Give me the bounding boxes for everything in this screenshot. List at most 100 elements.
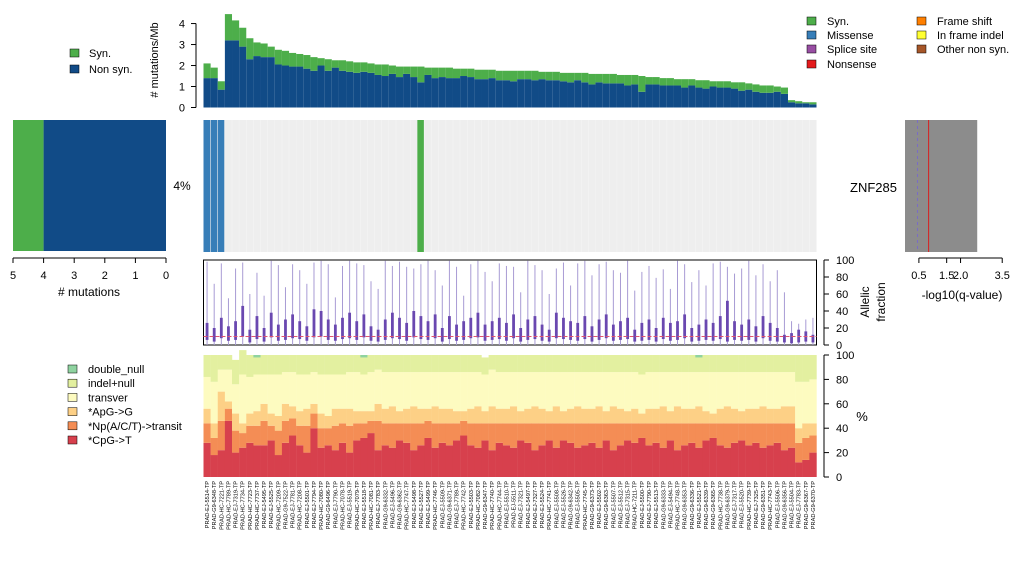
nonsyn-bar [595, 82, 603, 108]
allelic-box [783, 334, 786, 343]
cpg-t-segment [246, 442, 254, 477]
transver-segment [388, 372, 397, 407]
transver-segment [239, 374, 247, 424]
transver-segment [232, 384, 240, 414]
leftbar-tick-label: 0 [163, 270, 169, 282]
indel-null-segment [460, 355, 468, 373]
np-transit-segment [631, 423, 639, 443]
nonsyn-bar [545, 80, 553, 108]
syn-bar [738, 82, 746, 91]
np-transit-segment [417, 423, 425, 446]
np-transit-segment [602, 423, 610, 441]
sample-label: PRAD-EJ-5507-TP [611, 481, 617, 529]
cpg-t-segment [381, 445, 390, 477]
syn-bar [267, 46, 275, 58]
indel-null-segment [274, 355, 283, 375]
np-transit-segment [510, 423, 518, 448]
indel-null-segment [346, 355, 354, 373]
apg-g-segment [538, 408, 546, 424]
np-transit-segment [374, 420, 382, 451]
transver-segment [659, 372, 668, 407]
nonsyn-bar [616, 83, 625, 108]
nonsyn-bar [588, 84, 596, 108]
nonsyn-bar [802, 103, 810, 108]
leftbar-tick-label: 2 [102, 270, 108, 282]
allelic-box [633, 329, 637, 342]
transver-segment [338, 374, 347, 409]
np-transit-segment [274, 430, 283, 456]
apg-g-segment [338, 408, 347, 424]
apg-g-segment [467, 408, 475, 424]
cpg-t-segment [224, 420, 233, 477]
cpg-t-segment [353, 440, 361, 477]
cpg-t-segment [274, 455, 283, 477]
np-transit-segment [317, 428, 325, 448]
cpg-t-segment [609, 450, 618, 477]
indel-null-segment [659, 355, 668, 373]
indel-null-segment [752, 355, 760, 373]
cpg-t-segment [495, 442, 504, 477]
syn-bar [360, 62, 368, 72]
cpg-t-segment [688, 442, 696, 477]
cpg-t-segment [773, 442, 782, 477]
syn-bar [445, 67, 453, 79]
nonsyn-bar [502, 80, 510, 108]
allelic-box [212, 328, 216, 342]
transver-segment [445, 372, 454, 409]
syn-bar [474, 69, 482, 80]
np-transit-segment [624, 423, 632, 441]
transver-segment [595, 372, 603, 407]
cpg-t-segment [716, 445, 725, 477]
cpg-t-segment [738, 440, 746, 477]
syn-bar [795, 101, 803, 104]
apg-g-segment [517, 411, 525, 424]
np-transit-segment [203, 423, 211, 443]
cpg-t-segment [545, 440, 553, 477]
sample-label: PRAD-EJ-5500-TP [640, 481, 646, 529]
allelic-box [312, 309, 316, 338]
mutation-rate-barplot: 0 1 2 3 4 # mutations/Mb [149, 14, 817, 115]
nonsyn-bar [609, 83, 617, 108]
transver-segment [538, 372, 546, 409]
apg-g-segment [289, 406, 297, 419]
apg-g-segment [324, 416, 333, 429]
allelic-box [319, 311, 323, 337]
nonsyn-bar [210, 78, 218, 108]
cpg-t-segment [624, 440, 632, 477]
indel-null-segment [552, 355, 561, 373]
nonsyn-bar [738, 90, 746, 108]
transver-segment [766, 372, 774, 409]
syn-bar [745, 83, 753, 90]
indel-null-segment [745, 355, 753, 373]
transver-segment [780, 372, 789, 407]
sample-label: PRAD-HC-7737-TP [255, 481, 261, 530]
np-transit-segment [609, 423, 618, 451]
indel-null-segment [431, 355, 439, 373]
apg-g-segment [616, 408, 625, 424]
spectrum-legend-swatch [67, 393, 78, 402]
cpg-t-segment [695, 447, 703, 477]
allelic-box [704, 319, 708, 340]
syn-bar [403, 66, 411, 74]
spectrum-legend-swatch [67, 364, 78, 374]
cpg-t-segment [410, 450, 418, 477]
apg-g-segment [460, 411, 468, 421]
np-transit-segment [210, 437, 218, 456]
nonsyn-bar [688, 85, 696, 108]
nonsyn-bar [510, 81, 518, 108]
nonsyn-bar [787, 102, 796, 108]
indel-null-segment [488, 355, 496, 370]
syn-bar [588, 73, 596, 85]
allelic-tick-label: 80 [836, 272, 848, 284]
cpg-t-segment [652, 442, 660, 477]
np-transit-segment [652, 423, 660, 443]
syn-bar [410, 66, 418, 78]
np-transit-segment [752, 423, 760, 443]
apg-g-segment [780, 406, 789, 424]
nonsyn-bar [602, 83, 610, 108]
allelic-box [234, 321, 237, 340]
sample-label: PRAD-EJ-7794-TP [312, 481, 318, 529]
sample-label: PRAD-G9-6356-TP [782, 481, 788, 529]
gene-mutation-heatmap: ZNF285 [203, 120, 897, 252]
indel-null-segment [538, 355, 546, 373]
